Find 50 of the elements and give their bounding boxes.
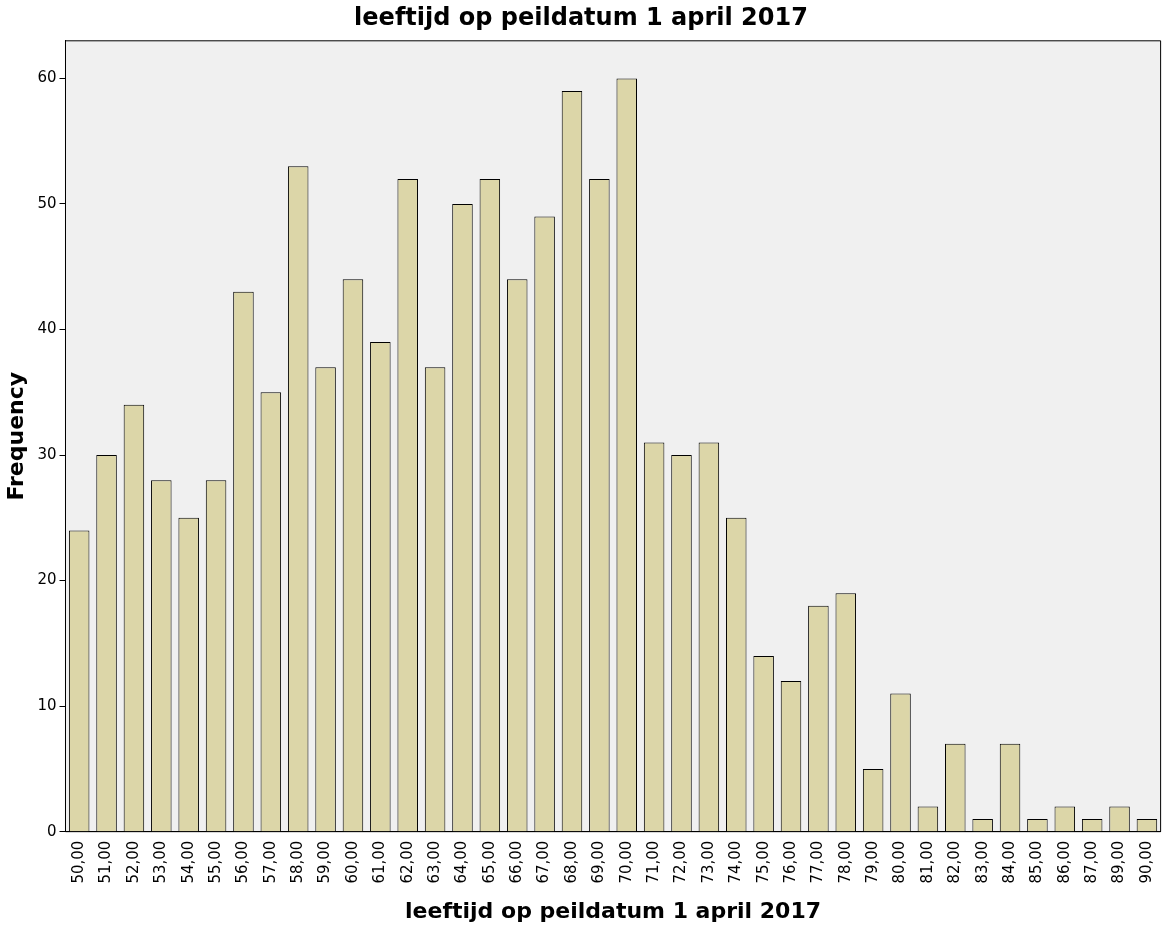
x-tick-label: 85,00 <box>1027 840 1046 884</box>
x-tick-label: 77,00 <box>808 840 827 884</box>
x-tick-label: 50,00 <box>69 840 88 884</box>
x-tick-label: 74,00 <box>726 840 745 884</box>
x-tick-label: 89,00 <box>1109 840 1128 884</box>
y-tick-label: 10 <box>37 696 57 715</box>
chart-title: leeftijd op peildatum 1 april 2017 <box>354 2 808 31</box>
x-tick-label: 61,00 <box>370 840 389 884</box>
x-tick-label: 78,00 <box>835 840 854 884</box>
y-tick-label: 50 <box>37 193 57 212</box>
x-tick-label: 75,00 <box>753 840 772 884</box>
x-tick-label: 90,00 <box>1136 840 1155 884</box>
x-tick-label: 60,00 <box>342 840 361 884</box>
x-tick-label: 64,00 <box>452 840 471 884</box>
x-tick-label: 84,00 <box>999 840 1018 884</box>
y-tick-label: 20 <box>37 570 57 589</box>
x-tick-label: 59,00 <box>315 840 334 884</box>
x-tick-label: 83,00 <box>972 840 991 884</box>
x-tick-label: 70,00 <box>616 840 635 884</box>
y-tick-label: 30 <box>37 444 57 463</box>
x-tick-label: 69,00 <box>589 840 608 884</box>
x-tick-label: 63,00 <box>424 840 443 884</box>
x-tick-label: 73,00 <box>698 840 717 884</box>
x-tick-label: 57,00 <box>260 840 279 884</box>
x-tick-label: 51,00 <box>96 840 115 884</box>
x-axis-title: leeftijd op peildatum 1 april 2017 <box>405 897 822 923</box>
x-tick-label: 82,00 <box>945 840 964 884</box>
x-tick-label: 71,00 <box>644 840 663 884</box>
x-tick-label: 68,00 <box>561 840 580 884</box>
x-tick-label: 86,00 <box>1054 840 1073 884</box>
y-tick-label: 60 <box>37 68 57 87</box>
x-tick-label: 56,00 <box>233 840 252 884</box>
x-tick-label: 55,00 <box>205 840 224 884</box>
x-tick-label: 54,00 <box>178 840 197 884</box>
x-tick-label: 80,00 <box>890 840 909 884</box>
y-tick-label: 0 <box>46 821 57 840</box>
x-tick-label: 67,00 <box>534 840 553 884</box>
x-tick-label: 52,00 <box>123 840 142 884</box>
x-tick-label: 53,00 <box>151 840 170 884</box>
x-tick-label: 79,00 <box>863 840 882 884</box>
x-tick-label: 76,00 <box>780 840 799 884</box>
y-tick-label: 40 <box>37 319 57 338</box>
x-tick-label: 72,00 <box>671 840 690 884</box>
x-tick-label: 58,00 <box>288 840 307 884</box>
x-tick-label: 87,00 <box>1082 840 1101 884</box>
x-tick-label: 66,00 <box>507 840 526 884</box>
y-axis-title: Frequency <box>2 371 28 501</box>
x-tick-label: 81,00 <box>917 840 936 884</box>
x-tick-label: 62,00 <box>397 840 416 884</box>
x-tick-label: 65,00 <box>479 840 498 884</box>
